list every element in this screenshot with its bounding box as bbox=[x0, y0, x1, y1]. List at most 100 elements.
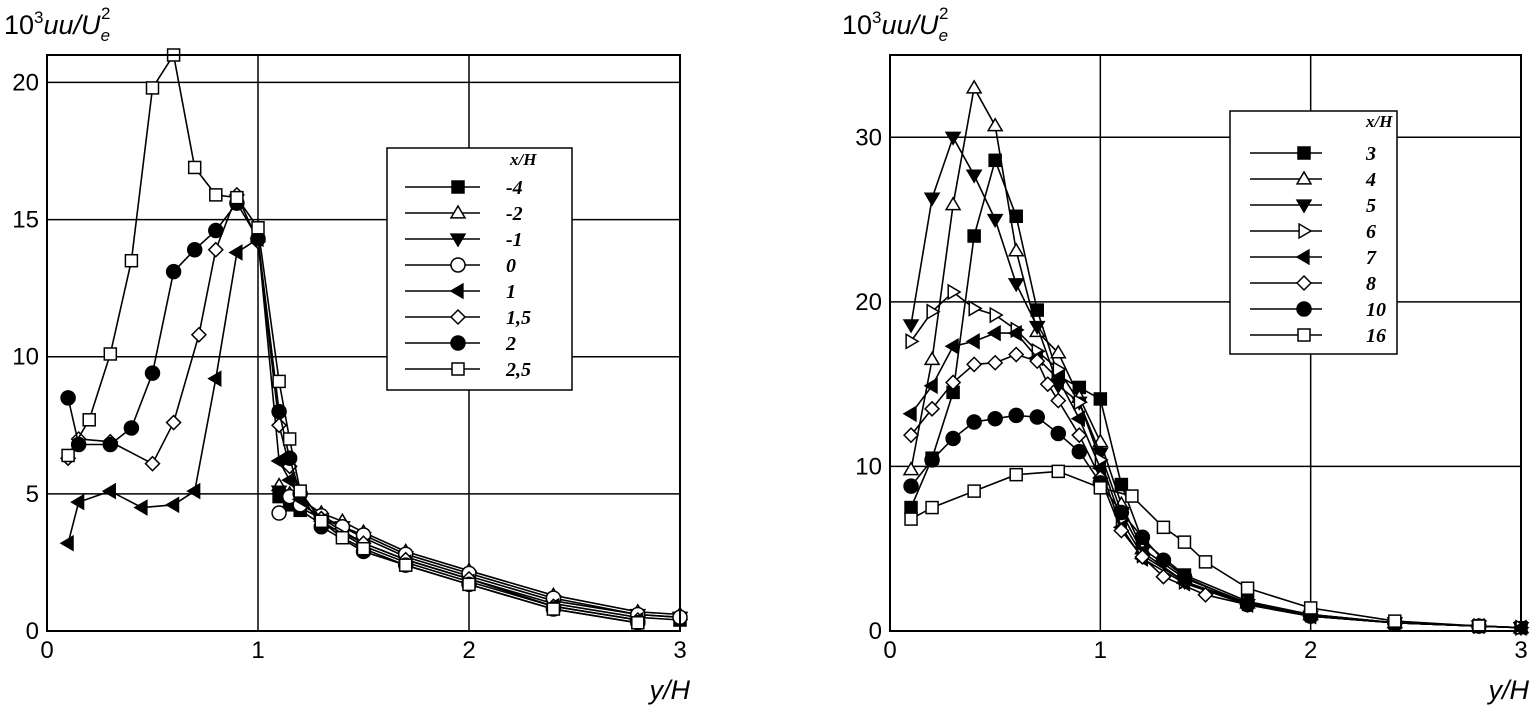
data-point bbox=[190, 326, 207, 343]
data-point bbox=[165, 414, 182, 431]
data-point bbox=[944, 337, 959, 355]
legend-marker bbox=[451, 362, 465, 376]
data-point bbox=[986, 117, 1004, 132]
series-10 bbox=[903, 407, 1487, 634]
series-line bbox=[67, 192, 638, 621]
data-point bbox=[903, 478, 919, 494]
series-3 bbox=[904, 153, 1528, 635]
legend-marker bbox=[450, 335, 466, 351]
legend-marker bbox=[451, 180, 465, 194]
data-point bbox=[1240, 581, 1255, 595]
legend-box bbox=[1229, 110, 1398, 355]
data-point bbox=[208, 222, 224, 239]
legend-marker bbox=[449, 204, 467, 219]
data-point bbox=[1071, 443, 1088, 460]
data-point bbox=[124, 253, 139, 268]
data-point bbox=[902, 319, 920, 334]
legend-title: x/H bbox=[1365, 112, 1393, 131]
data-point bbox=[968, 300, 983, 317]
data-point bbox=[144, 455, 161, 472]
data-point bbox=[165, 263, 182, 280]
legend-entry: -1 bbox=[405, 229, 523, 251]
data-point bbox=[59, 534, 74, 552]
data-point bbox=[165, 496, 180, 514]
y-tick-label: 20 bbox=[855, 289, 882, 316]
data-point bbox=[272, 374, 286, 389]
series-8 bbox=[902, 346, 1487, 635]
data-point bbox=[1114, 477, 1129, 492]
legend-label: -1 bbox=[506, 229, 523, 251]
legend-entry: -2 bbox=[405, 203, 523, 225]
data-point bbox=[60, 390, 76, 406]
legend-marker bbox=[1295, 248, 1310, 266]
ylabel-sup: 2 bbox=[939, 4, 948, 23]
data-point bbox=[1113, 504, 1130, 521]
data-point bbox=[101, 482, 116, 500]
data-point bbox=[1007, 242, 1025, 257]
legend-label: 4 bbox=[1365, 169, 1376, 191]
legend-title: x/H bbox=[509, 150, 537, 169]
chart-left-y-axis-label: 103uu/Ue 2 bbox=[4, 4, 111, 45]
chart-right-grid bbox=[890, 55, 1521, 631]
series-line bbox=[67, 237, 638, 621]
y-tick-label: 10 bbox=[855, 453, 882, 480]
legend-entry: 1,5 bbox=[405, 307, 531, 329]
data-point bbox=[82, 413, 96, 427]
data-point bbox=[631, 616, 645, 630]
series-5 bbox=[902, 131, 1530, 637]
x-tick-label: 2 bbox=[1304, 637, 1317, 664]
data-point bbox=[186, 241, 203, 258]
data-point bbox=[944, 196, 962, 211]
legend-marker bbox=[449, 282, 464, 300]
data-point bbox=[1093, 481, 1108, 495]
data-point bbox=[923, 377, 938, 395]
legend-label: 8 bbox=[1366, 273, 1376, 295]
data-point bbox=[1125, 489, 1139, 503]
x-tick-label: 3 bbox=[1514, 637, 1527, 664]
series--4 bbox=[272, 489, 687, 627]
chart-right-legend: x/H 3 4 5 6 7 8 10 16 bbox=[1229, 110, 1398, 355]
legend-marker bbox=[1297, 146, 1311, 160]
series-line bbox=[910, 414, 1479, 627]
x-tick-label: 0 bbox=[40, 637, 53, 664]
data-point bbox=[1008, 346, 1025, 363]
legend-label: 2,5 bbox=[505, 359, 531, 381]
data-point bbox=[1050, 392, 1067, 409]
legend-entry: 1 bbox=[405, 281, 516, 303]
data-point bbox=[1049, 344, 1067, 359]
legend-marker bbox=[1295, 199, 1313, 214]
data-point bbox=[1051, 464, 1066, 479]
legend-box bbox=[386, 147, 573, 391]
legend-label: 16 bbox=[1366, 325, 1386, 347]
data-point bbox=[1134, 529, 1151, 545]
data-point bbox=[207, 370, 222, 387]
legend-marker bbox=[450, 257, 466, 273]
data-point bbox=[186, 482, 201, 500]
data-point bbox=[965, 333, 980, 350]
data-point bbox=[1071, 427, 1088, 444]
chart-right-series bbox=[902, 79, 1530, 637]
chart-left-series bbox=[59, 48, 689, 631]
ylabel-main: uu/U bbox=[882, 10, 940, 40]
data-point bbox=[1007, 278, 1025, 293]
data-point bbox=[251, 221, 265, 235]
data-point bbox=[271, 403, 287, 420]
y-tick-label: 5 bbox=[26, 481, 39, 508]
data-point bbox=[1052, 361, 1067, 378]
data-point bbox=[945, 430, 961, 447]
data-point bbox=[209, 188, 223, 202]
data-point bbox=[103, 347, 118, 361]
data-point bbox=[1303, 601, 1318, 615]
data-point bbox=[905, 333, 920, 350]
ylabel-main: uu/U bbox=[44, 10, 102, 40]
data-point bbox=[144, 365, 161, 381]
legend-entry: 8 bbox=[1250, 273, 1376, 295]
data-point bbox=[1093, 392, 1108, 406]
data-point bbox=[966, 356, 983, 373]
data-point bbox=[1472, 619, 1486, 633]
data-point bbox=[61, 448, 75, 463]
data-point bbox=[123, 420, 140, 436]
series-line bbox=[910, 157, 1522, 629]
chart-left-plot-area bbox=[46, 54, 681, 632]
